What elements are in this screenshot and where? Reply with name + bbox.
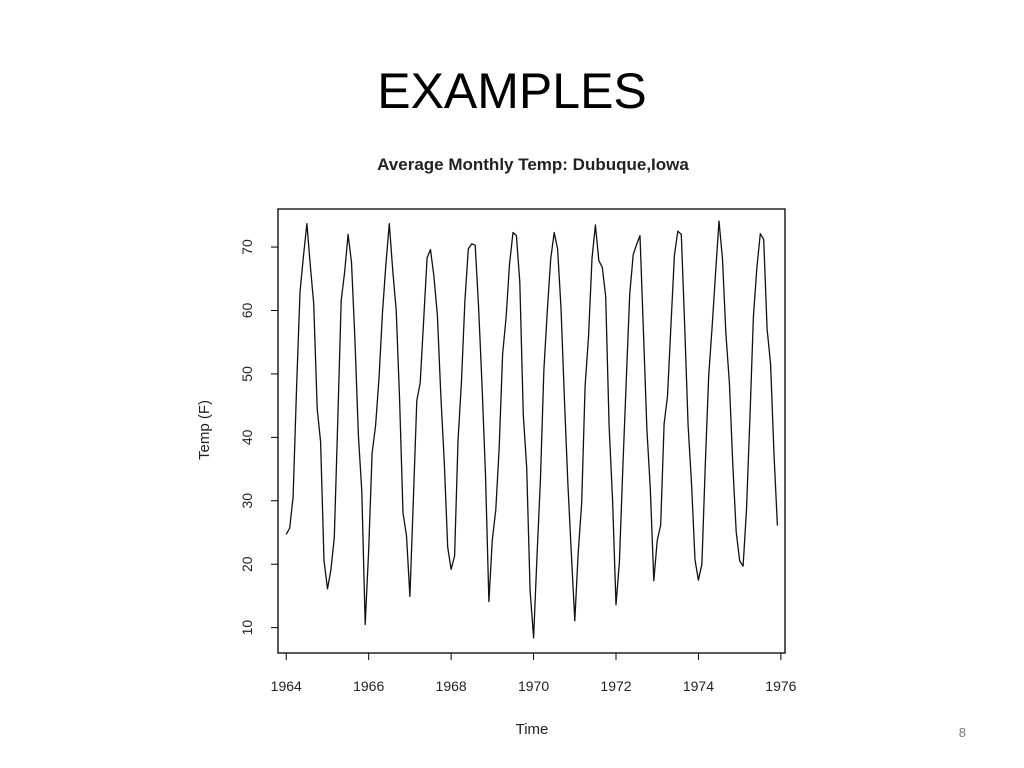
x-axis-label: Time — [516, 721, 549, 738]
y-tick-label: 40 — [239, 429, 255, 445]
x-tick-label: 1972 — [600, 678, 631, 694]
chart-title: Average Monthly Temp: Dubuque,Iowa — [377, 155, 689, 174]
x-tick-label: 1976 — [765, 678, 796, 694]
x-axis: 1964 1966 1968 1970 1972 1974 1976 — [271, 653, 797, 694]
x-tick-label: 1974 — [683, 678, 714, 694]
y-axis: 10 20 30 40 50 60 70 — [239, 239, 278, 635]
x-tick-label: 1966 — [353, 678, 384, 694]
plot-frame — [277, 208, 786, 654]
y-tick-label: 70 — [239, 239, 255, 255]
y-tick-label: 20 — [239, 556, 255, 572]
y-tick-label: 50 — [239, 366, 255, 382]
y-tick-label: 10 — [239, 620, 255, 636]
slide-title: EXAMPLES — [377, 63, 647, 119]
x-tick-label: 1964 — [271, 678, 302, 694]
series-line-temperature — [285, 220, 779, 639]
x-tick-label: 1968 — [436, 678, 467, 694]
slide-number: 8 — [958, 725, 966, 740]
y-tick-label: 30 — [239, 493, 255, 509]
y-axis-label: Temp (F) — [196, 400, 213, 460]
y-tick-label: 60 — [239, 302, 255, 318]
x-tick-label: 1970 — [518, 678, 549, 694]
